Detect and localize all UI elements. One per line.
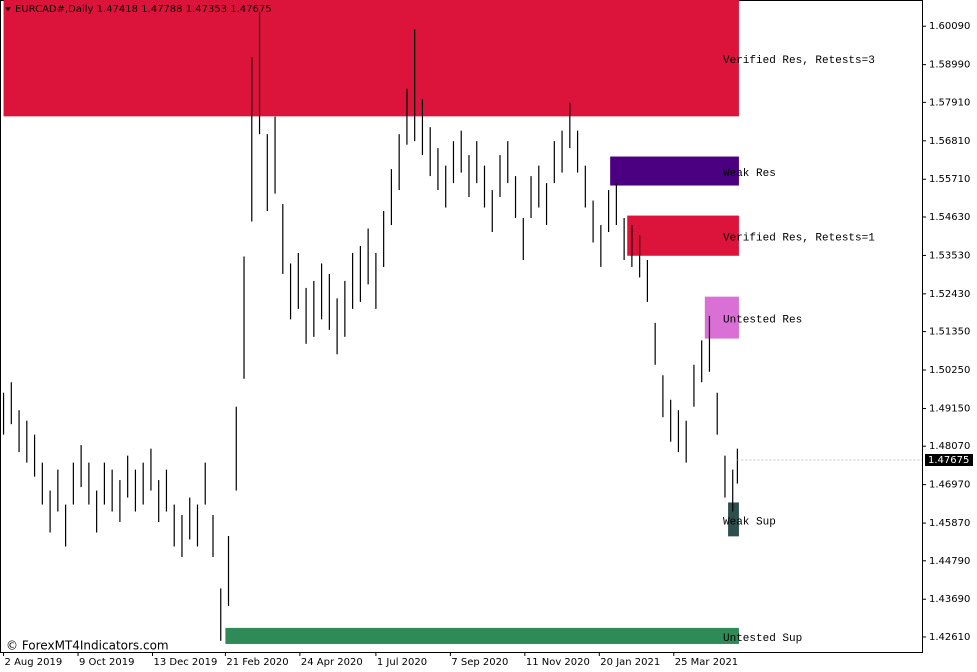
y-tick-label: 1.58990: [929, 60, 970, 71]
x-tick-label: 13 Dec 2019: [153, 657, 217, 668]
y-tick-label: 1.55710: [929, 174, 970, 185]
x-tick-label: 20 Jan 2021: [600, 657, 660, 668]
chart-title: EURCAD#,Daily 1.47418 1.47788 1.47353 1.…: [15, 4, 272, 15]
y-tick-label: 1.45870: [929, 518, 970, 529]
y-tick-label: 1.53530: [929, 250, 970, 261]
labels: Verified Res, Retests=3 Weak Res Verified …: [723, 55, 875, 645]
x-tick-label: 11 Nov 2020: [526, 657, 590, 668]
zone-label: Weak Res: [723, 168, 776, 180]
y-tick-label: 1.43690: [929, 594, 970, 605]
zone-label: Verified Res, Retests=1: [723, 233, 875, 245]
y-tick-label: 1.44790: [929, 556, 970, 567]
y-tick-label: 1.54630: [929, 212, 970, 223]
zone: [627, 215, 739, 256]
x-tick-label: 9 Oct 2019: [79, 657, 134, 668]
y-tick-label: 1.60090: [929, 21, 970, 32]
zone-label: Untested Sup: [723, 633, 802, 645]
y-tick-label: 1.50250: [929, 365, 970, 376]
menu-arrow[interactable]: [5, 7, 11, 11]
last-price-label: 1.47675: [928, 455, 969, 466]
y-tick-label: 1.42610: [929, 632, 970, 643]
y-tick-label: 1.48070: [929, 441, 970, 452]
y-tick-label: 1.52430: [929, 289, 970, 300]
zone: [728, 502, 739, 537]
y-tick-label: 1.57910: [929, 97, 970, 108]
zone: [610, 156, 739, 186]
last-price-box: [925, 453, 973, 466]
zone: [3, 0, 739, 117]
x-tick-label: 7 Sep 2020: [451, 657, 508, 668]
x-tick-label: 1 Jul 2020: [377, 657, 427, 668]
zones: [3, 0, 739, 644]
y-tick-label: 1.49150: [929, 403, 970, 414]
zone: [704, 296, 739, 339]
y-tick-label: 1.56810: [929, 136, 970, 147]
x-tick-label: 25 Mar 2021: [675, 657, 738, 668]
bars: [2, 11, 738, 641]
x-tick-label: 24 Apr 2020: [301, 657, 363, 668]
zone-label: Untested Res: [723, 315, 802, 327]
x-tick-label: 21 Feb 2020: [226, 657, 288, 668]
watermark: © ForexMT4Indicators.com: [6, 639, 169, 653]
zone-label: Verified Res, Retests=3: [723, 55, 875, 67]
x-tick-label: 2 Aug 2019: [5, 657, 63, 668]
y-tick-label: 1.51350: [929, 327, 970, 338]
y-tick-label: 1.46970: [929, 480, 970, 491]
zone-label: Weak Sup: [723, 516, 776, 528]
zone: [225, 627, 739, 644]
